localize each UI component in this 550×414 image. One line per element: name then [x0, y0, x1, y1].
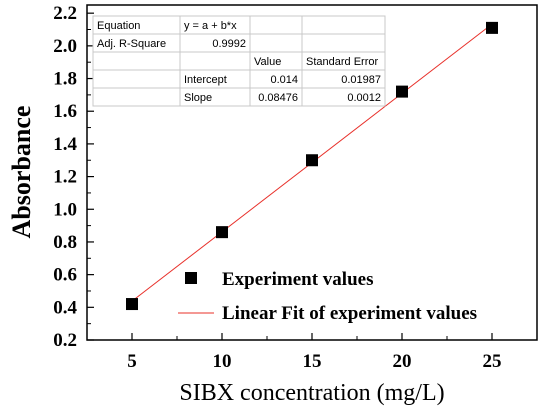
fit-table-cell: y = a + b*x — [184, 20, 237, 32]
legend-label: Linear Fit of experiment values — [222, 303, 477, 324]
fit-table-cell: Equation — [97, 20, 140, 32]
y-tick-label: 1.4 — [53, 134, 77, 155]
data-point — [306, 154, 318, 167]
fit-table-cell: Adj. R-Square — [97, 38, 166, 50]
y-tick-label: 1.8 — [53, 69, 77, 90]
x-axis: 5 10 15 20 25 — [127, 333, 502, 372]
fit-table-cell: 0.08476 — [258, 92, 298, 104]
y-tick-label: 0.8 — [53, 232, 77, 253]
x-tick-label: 15 — [303, 351, 322, 372]
fit-table-cell: 0.014 — [270, 74, 298, 86]
fit-table-cell: Slope — [184, 92, 212, 104]
fit-results-table: Equation y = a + b*x Adj. R-Square 0.9992 Va… — [92, 15, 386, 107]
fit-table-cell: Standard Error — [306, 56, 378, 68]
y-tick-label: 0.4 — [53, 297, 77, 318]
data-points — [126, 21, 498, 311]
x-axis-label: SIBX concentration (mg/L) — [179, 380, 444, 406]
legend-label: Experiment values — [222, 269, 373, 290]
fit-table-cell: Value — [254, 56, 281, 68]
y-axis: 0.2 0.4 0.6 0.8 1.0 1.2 1.4 1.6 1.8 2.0 2.2 — [53, 3, 94, 351]
y-tick-label: 0.2 — [53, 330, 77, 351]
x-tick-label: 10 — [213, 351, 232, 372]
y-tick-label: 2.0 — [53, 36, 77, 57]
fit-table-cell: 0.01987 — [341, 74, 381, 86]
data-point — [486, 21, 498, 34]
x-tick-label: 5 — [127, 351, 137, 372]
y-tick-label: 1.2 — [53, 167, 77, 188]
y-axis-label: Absorbance — [7, 106, 36, 239]
y-tick-label: 1.0 — [53, 199, 77, 220]
fit-table-cell: 0.9992 — [212, 38, 246, 50]
y-tick-label: 1.6 — [53, 101, 77, 122]
fit-table-cell: 0.0012 — [347, 92, 381, 104]
x-tick-label: 20 — [393, 351, 412, 372]
x-tick-label: 25 — [483, 351, 502, 372]
legend: Experiment values Linear Fit of experimen… — [178, 269, 477, 324]
data-point — [126, 298, 138, 311]
y-tick-label: 0.6 — [53, 265, 77, 286]
y-tick-label: 2.2 — [53, 3, 77, 24]
fit-table-cell: Intercept — [184, 74, 227, 86]
data-point — [396, 85, 408, 98]
fit-table-frame — [92, 15, 386, 107]
data-point — [216, 226, 228, 239]
legend-marker-square — [185, 272, 197, 284]
